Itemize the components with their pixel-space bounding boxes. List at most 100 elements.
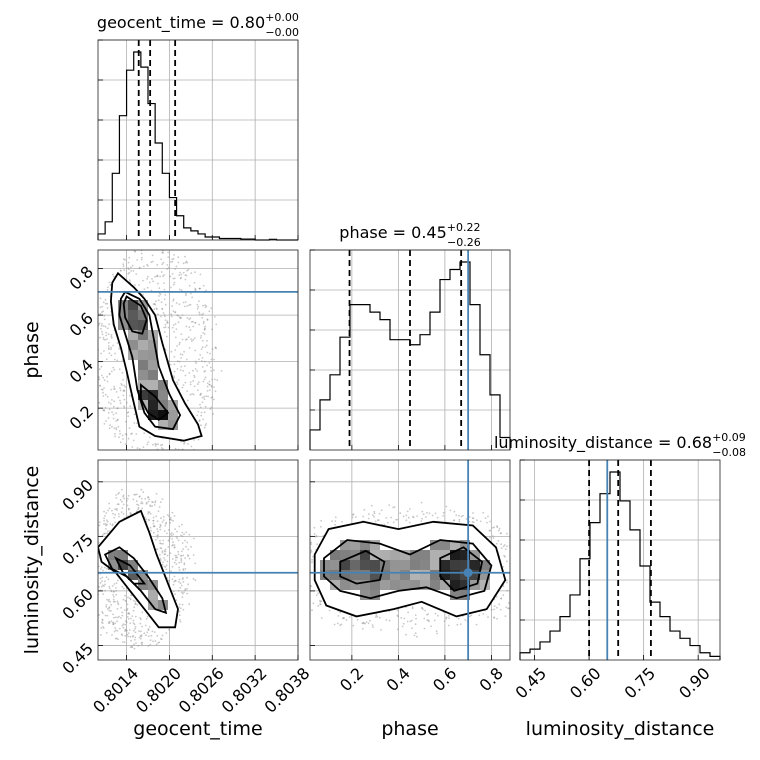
sample-point xyxy=(524,572,526,574)
sample-point xyxy=(181,338,184,341)
sample-point xyxy=(102,325,105,327)
sample-point xyxy=(101,388,104,391)
sample-point xyxy=(178,274,181,277)
sample-point xyxy=(179,277,182,280)
density-cell xyxy=(350,560,360,570)
sample-point xyxy=(127,618,130,620)
sample-point xyxy=(383,523,386,526)
sample-point xyxy=(121,614,124,617)
sample-point xyxy=(88,558,90,560)
sample-point xyxy=(115,420,118,422)
sample-point xyxy=(334,520,337,522)
sample-point xyxy=(442,515,445,517)
density-cell xyxy=(118,550,128,560)
sample-point xyxy=(131,635,134,638)
sample-point xyxy=(100,352,102,355)
sample-point xyxy=(166,321,169,324)
sample-point xyxy=(447,624,450,627)
sample-point xyxy=(164,315,166,318)
sample-point xyxy=(536,575,538,577)
sample-point xyxy=(341,617,344,620)
sample-point xyxy=(142,293,145,296)
sample-point xyxy=(406,620,409,623)
sample-point xyxy=(154,275,157,278)
sample-point xyxy=(172,533,175,536)
sample-point xyxy=(203,426,206,429)
sample-point xyxy=(176,345,178,347)
sample-point xyxy=(99,306,102,309)
density-cell xyxy=(400,580,410,590)
density-cell xyxy=(410,580,420,590)
sample-point xyxy=(184,374,187,377)
sample-point xyxy=(141,641,144,644)
sample-point xyxy=(168,539,171,542)
sample-point xyxy=(294,546,296,548)
sample-point xyxy=(112,621,114,624)
sample-point xyxy=(114,627,117,629)
sample-point xyxy=(175,265,178,268)
sample-point xyxy=(137,504,140,506)
sample-point xyxy=(163,557,165,559)
sample-point xyxy=(173,376,176,379)
sample-point xyxy=(151,254,154,257)
sample-point xyxy=(479,520,482,523)
sample-point xyxy=(105,576,108,579)
sample-point xyxy=(149,436,151,439)
sample-point xyxy=(169,522,172,524)
sample-point xyxy=(162,261,165,264)
sample-point xyxy=(170,350,173,353)
sample-point xyxy=(174,311,177,313)
density-cell xyxy=(450,590,460,600)
sample-point xyxy=(179,451,181,453)
sample-point xyxy=(108,587,111,590)
sample-point xyxy=(496,618,498,620)
sample-point xyxy=(367,622,370,625)
sample-point xyxy=(145,501,148,504)
sample-point xyxy=(163,298,166,301)
sample-point xyxy=(101,610,103,613)
contour-level-4 xyxy=(140,383,170,421)
sample-point xyxy=(400,617,403,619)
sample-point xyxy=(135,273,138,275)
sample-point xyxy=(194,322,197,324)
sample-point xyxy=(496,606,498,609)
sample-point xyxy=(107,286,109,289)
sample-point xyxy=(434,512,437,515)
sample-point xyxy=(161,443,164,446)
sample-point xyxy=(101,311,103,313)
sample-point xyxy=(187,443,190,445)
sample-point xyxy=(153,504,156,506)
sample-point xyxy=(189,381,192,383)
sample-point xyxy=(135,642,137,644)
sample-point xyxy=(184,255,186,258)
sample-point xyxy=(448,617,450,620)
sample-point xyxy=(153,308,156,310)
sample-point xyxy=(188,304,191,306)
sample-point xyxy=(132,439,135,442)
sample-point xyxy=(158,641,161,644)
sample-point xyxy=(408,521,411,524)
sample-point xyxy=(174,447,177,450)
sample-point xyxy=(205,423,208,425)
sample-point xyxy=(181,542,184,544)
sample-point xyxy=(168,628,170,631)
sample-point xyxy=(170,315,173,318)
sample-point xyxy=(213,386,215,388)
contour-level-3 xyxy=(339,549,386,585)
sample-point xyxy=(159,557,162,560)
sample-point xyxy=(148,626,151,628)
sample-point xyxy=(92,587,94,589)
density-cell xyxy=(138,350,148,360)
sample-point xyxy=(117,493,120,495)
sample-point xyxy=(174,323,177,325)
sample-point xyxy=(124,433,127,435)
sample-point xyxy=(104,325,107,328)
density-cell xyxy=(390,560,400,570)
density-cell xyxy=(400,550,410,560)
sample-point xyxy=(98,614,100,616)
sample-point xyxy=(122,513,125,515)
sample-point xyxy=(367,513,370,515)
sample-point xyxy=(132,270,135,272)
sample-point xyxy=(292,554,294,556)
sample-point xyxy=(403,617,406,620)
